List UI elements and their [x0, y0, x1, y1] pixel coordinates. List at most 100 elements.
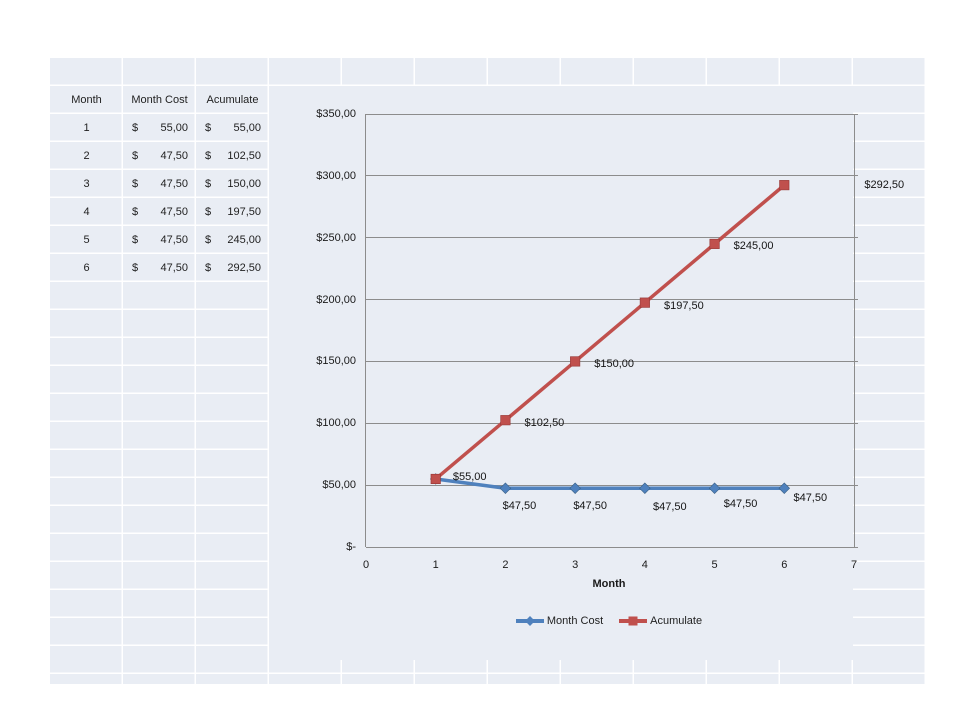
cell-acumulate[interactable]: $55,00 — [196, 114, 269, 142]
legend-item-month-cost[interactable]: Month Cost — [515, 615, 604, 627]
cell-month[interactable]: 1 — [83, 122, 90, 134]
cell-month[interactable]: 2 — [83, 150, 90, 162]
chart-legend[interactable]: Month Cost Acumulate — [365, 610, 853, 632]
y-axis-tick-label: $200,00 — [316, 293, 356, 306]
cell-month[interactable]: 3 — [83, 178, 90, 190]
table-row: 1 $55,00 $55,00 — [50, 114, 269, 142]
cell-month-cost[interactable]: $47,50 — [123, 254, 196, 282]
square-marker[interactable] — [709, 238, 720, 249]
data-label: $47,50 — [573, 500, 607, 513]
table-header-month-cost[interactable]: Month Cost — [131, 94, 188, 106]
cell-month-cost[interactable]: $47,50 — [123, 198, 196, 226]
cell-value: 102,50 — [227, 150, 261, 162]
y-axis-tick-label: $350,00 — [316, 108, 356, 120]
square-marker[interactable] — [639, 297, 650, 308]
y-gridline — [366, 484, 858, 486]
y-axis-tick-label: $300,00 — [316, 169, 356, 182]
data-label: $150,00 — [594, 358, 635, 371]
diamond-marker[interactable] — [569, 482, 581, 494]
cell-value: 55,00 — [233, 122, 261, 134]
series-line-acumulate[interactable] — [433, 183, 787, 481]
cell-acumulate[interactable]: $292,50 — [196, 254, 269, 282]
x-axis-tick-label: 7 — [850, 559, 858, 571]
y-axis-tick-label: $100,00 — [316, 417, 356, 430]
data-table: Month Month Cost Acumulate 1 $55,00 $55,00… — [50, 86, 269, 282]
data-label: $55,00 — [452, 470, 487, 483]
cell-value: 47,50 — [160, 234, 188, 246]
legend-line-sample — [619, 616, 648, 626]
y-gridline — [366, 237, 858, 239]
currency-symbol: $ — [205, 262, 212, 274]
legend-label: Month Cost — [546, 615, 604, 627]
y-axis-tick-label: $150,00 — [316, 355, 356, 368]
table-header-month[interactable]: Month — [71, 94, 102, 106]
data-label: $197,50 — [663, 299, 704, 312]
legend-line-sample — [515, 616, 544, 626]
legend-item-acumulate[interactable]: Acumulate — [619, 615, 702, 627]
cell-value: 245,00 — [227, 234, 261, 246]
currency-symbol: $ — [132, 122, 139, 134]
cell-month-cost[interactable]: $47,50 — [123, 170, 196, 198]
legend-label: Acumulate — [650, 615, 703, 627]
cell-month[interactable]: 4 — [83, 206, 90, 218]
currency-symbol: $ — [132, 178, 139, 190]
x-axis-title: Month — [592, 578, 626, 590]
diamond-marker[interactable] — [639, 482, 651, 494]
data-label: $47,50 — [723, 498, 758, 511]
chart-series-canvas — [429, 180, 791, 494]
cell-acumulate[interactable]: $150,00 — [196, 170, 269, 198]
diamond-marker[interactable] — [778, 482, 791, 494]
x-axis-tick-label: 2 — [502, 559, 509, 571]
square-marker[interactable] — [779, 180, 790, 191]
cell-value: 55,00 — [160, 122, 188, 134]
x-axis-tick-label: 0 — [362, 559, 370, 571]
y-axis-tick-label: $50,00 — [322, 479, 356, 492]
currency-symbol: $ — [205, 150, 212, 162]
x-axis-tick-label: 3 — [572, 559, 579, 571]
currency-symbol: $ — [132, 262, 139, 274]
currency-symbol: $ — [205, 234, 212, 246]
data-label: $47,50 — [793, 492, 828, 505]
currency-symbol: $ — [205, 206, 212, 218]
cell-month-cost[interactable]: $47,50 — [123, 226, 196, 254]
x-axis-tick-label: 4 — [641, 559, 648, 571]
cell-value: 47,50 — [160, 206, 188, 218]
line-chart[interactable]: $- $50,00 $100,00 $150,00 $200,00 $250,00 $300… — [269, 86, 904, 660]
y-gridline — [366, 175, 858, 177]
table-header-acumulate[interactable]: Acumulate — [206, 94, 259, 106]
table-header-row: Month Month Cost Acumulate — [50, 86, 269, 114]
y-gridline — [366, 113, 858, 115]
cell-month[interactable]: 5 — [83, 234, 90, 246]
cell-value: 47,50 — [160, 262, 188, 274]
cell-acumulate[interactable]: $197,50 — [196, 198, 269, 226]
cell-acumulate[interactable]: $245,00 — [196, 226, 269, 254]
cell-acumulate[interactable]: $102,50 — [196, 142, 269, 170]
cell-month-cost[interactable]: $55,00 — [123, 114, 196, 142]
diamond-marker[interactable] — [499, 482, 512, 494]
data-label: $292,50 — [864, 179, 905, 192]
square-marker[interactable] — [570, 356, 581, 367]
cell-value: 150,00 — [227, 178, 261, 190]
square-icon — [628, 616, 638, 626]
cell-month[interactable]: 6 — [83, 262, 90, 274]
table-body: 1 $55,00 $55,00 2 $47,50 $102,50 3 $47,50 $150,0… — [50, 114, 269, 282]
y-gridline — [366, 422, 858, 424]
currency-symbol: $ — [132, 206, 139, 218]
table-row: 4 $47,50 $197,50 — [50, 198, 269, 226]
currency-symbol: $ — [205, 178, 212, 190]
square-marker[interactable] — [500, 415, 511, 426]
series-line-month-cost[interactable] — [433, 477, 787, 490]
table-row: 6 $47,50 $292,50 — [50, 254, 269, 282]
y-axis-tick-label: $- — [346, 541, 356, 553]
x-axis-tick-label: 1 — [432, 559, 439, 571]
cell-month-cost[interactable]: $47,50 — [123, 142, 196, 170]
diamond-marker[interactable] — [708, 482, 721, 494]
y-gridline — [366, 299, 858, 301]
y-gridline — [366, 360, 858, 362]
square-marker[interactable] — [430, 473, 441, 485]
x-axis-tick-label: 5 — [711, 559, 718, 571]
table-row: 5 $47,50 $245,00 — [50, 226, 269, 254]
diamond-icon — [524, 616, 535, 626]
table-row: 3 $47,50 $150,00 — [50, 170, 269, 198]
